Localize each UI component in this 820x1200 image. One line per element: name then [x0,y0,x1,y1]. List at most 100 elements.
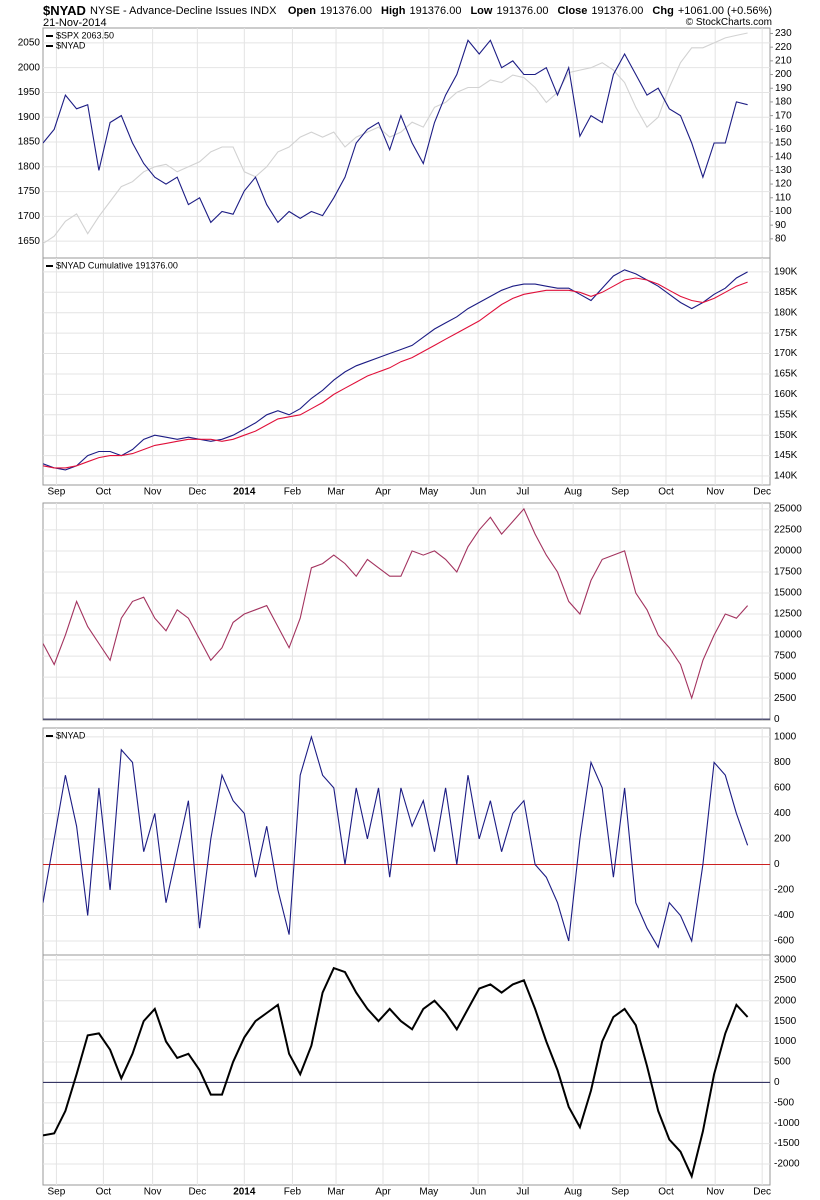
y-tick-label: 5000 [774,672,797,683]
panel-frame [42,954,771,1186]
x-tick-label: Feb [284,1187,302,1198]
x-tick-label: Jun [470,1187,486,1198]
y-tick-label: 1000 [774,732,797,743]
y-tick-label: 1500 [774,1016,797,1027]
y-tick-label: 175K [774,328,798,339]
y-tick-label: 190K [774,267,798,278]
y-tick-label: -500 [774,1097,794,1108]
x-tick-label: Sep [611,1187,629,1198]
y-tick-label: 170K [774,348,798,359]
x-tick-label: Mar [327,1187,345,1198]
y-tick-label: 400 [774,808,791,819]
y-tick-label: 2500 [774,693,797,704]
y2-tick-label: 200 [775,69,792,80]
x-tick-label: Nov [144,1187,162,1198]
y-tick-label: 1950 [18,87,41,98]
stat-label: Low [470,5,493,17]
y2-tick-label: 160 [775,124,792,135]
x-tick-label: Apr [375,1187,391,1198]
x-tick-label: Dec [753,1187,771,1198]
y-tick-label: 10000 [774,630,802,641]
stat-label: Close [557,5,588,17]
series-line [43,269,748,471]
x-tick-label: Nov [706,487,724,498]
x-tick-label: Dec [753,487,771,498]
y-tick-label: 25000 [774,504,802,515]
y-tick-label: 180K [774,307,798,318]
y2-tick-label: 150 [775,138,792,149]
y2-tick-label: 100 [775,206,792,217]
legend-label: $NYAD [56,730,86,740]
x-tick-label: Jul [516,487,529,498]
y-tick-label: 20000 [774,546,802,557]
y-tick-label: 1800 [18,161,41,172]
x-tick-label: May [419,487,438,498]
x-tick-label: Oct [658,487,674,498]
series-line [43,277,748,469]
y2-tick-label: 110 [775,192,791,203]
y-tick-label: -600 [774,936,794,947]
y-tick-label: 1650 [18,236,41,247]
x-tick-label: 2014 [233,487,256,498]
y-tick-label: 600 [774,783,791,794]
y-tick-label: 17500 [774,567,802,578]
y2-tick-label: 210 [775,55,792,66]
stat-label: Chg [652,5,674,17]
y-tick-label: 12500 [774,609,802,620]
y-tick-label: -1000 [774,1118,800,1129]
y-tick-label: 200 [774,834,791,845]
description: NYSE - Advance-Decline Issues INDX [90,5,277,17]
stat-value: 191376.00 [496,5,549,17]
panel-frame [42,27,771,259]
y-tick-label: 145K [774,450,798,461]
x-tick-label: Oct [96,487,112,498]
y-tick-label: 0 [774,859,780,870]
y-tick-label: 22500 [774,525,802,536]
x-tick-label: Dec [188,487,206,498]
series-line [43,966,749,1180]
y-tick-label: 150K [774,430,798,441]
series-line [43,39,748,224]
y-tick-label: 1750 [18,186,41,197]
y-tick-label: -2000 [774,1159,800,1170]
y2-tick-label: 90 [775,220,787,231]
y-tick-label: 7500 [774,651,797,662]
panel-frame [42,502,771,721]
y2-tick-label: 180 [775,97,792,108]
y2-tick-label: 230 [775,28,792,39]
y-tick-label: 2050 [18,38,41,49]
legend-label: $SPX 2063.50 [56,30,114,40]
y-tick-label: -200 [774,885,794,896]
y-tick-label: 500 [774,1057,791,1068]
x-tick-label: Sep [48,1187,66,1198]
y2-tick-label: 80 [775,233,787,244]
x-tick-label: Jun [470,487,486,498]
x-tick-label: May [419,1187,438,1198]
x-tick-label: Oct [658,1187,674,1198]
x-tick-label: Nov [144,487,162,498]
x-tick-label: Jul [516,1187,529,1198]
y-tick-label: 3000 [774,955,797,966]
y-tick-label: 1700 [18,211,41,222]
x-tick-label: Aug [564,487,582,498]
x-tick-label: Nov [706,1187,724,1198]
y2-tick-label: 120 [775,179,792,190]
symbol: $NYAD [43,3,86,18]
y-tick-label: 185K [774,287,798,298]
x-tick-label: Dec [188,1187,206,1198]
x-tick-label: Aug [564,1187,582,1198]
legend-label: $NYAD [56,40,86,50]
stat-label: Open [287,5,316,17]
y2-tick-label: 190 [775,83,792,94]
stat-value: +1061.00 (+0.56%) [677,5,772,17]
y-tick-label: 800 [774,757,791,768]
series-line [43,507,749,700]
y2-tick-label: 220 [775,42,792,53]
stat-value: 191376.00 [409,5,462,17]
panel-frame [42,257,771,486]
x-tick-label: 2014 [233,1187,256,1198]
y-tick-label: -1500 [774,1138,800,1149]
y-tick-label: -400 [774,910,794,921]
y-tick-label: 1850 [18,137,41,148]
y-tick-label: 0 [774,1077,780,1088]
